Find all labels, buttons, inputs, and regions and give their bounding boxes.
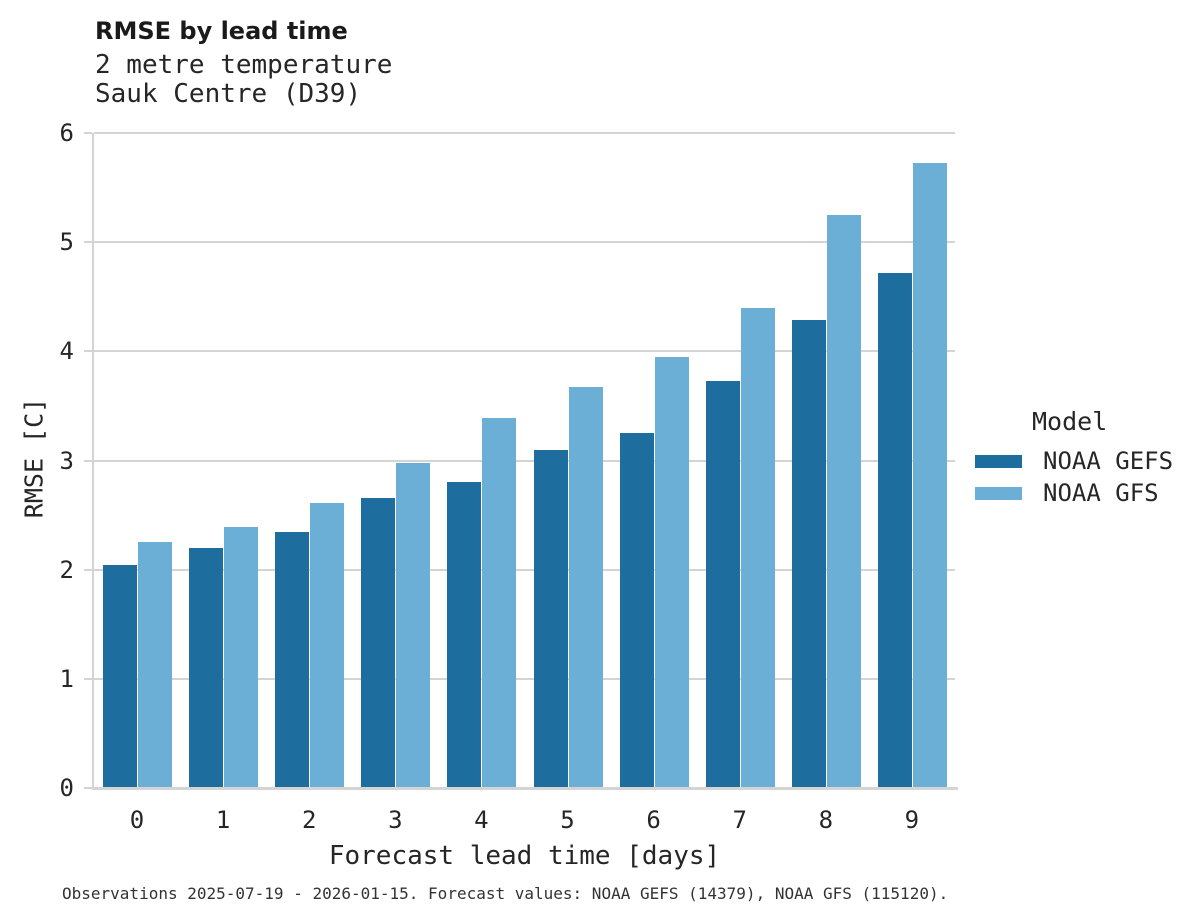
y-tick-label-0: 0 xyxy=(59,774,74,802)
y-axis-spine xyxy=(92,133,94,790)
bar-noaa-gefs-lead-5 xyxy=(533,449,568,788)
legend-label-noaa-gfs: NOAA GFS xyxy=(1043,479,1159,507)
y-tick-label-3: 3 xyxy=(59,446,74,475)
bar-noaa-gefs-lead-8 xyxy=(791,319,826,788)
bar-noaa-gfs-lead-6 xyxy=(654,356,689,788)
x-tick-label-8: 8 xyxy=(818,806,834,834)
bar-noaa-gfs-lead-3 xyxy=(396,462,431,788)
gridline-y-1 xyxy=(94,677,955,680)
bar-noaa-gfs-lead-0 xyxy=(138,542,172,788)
bar-noaa-gfs-lead-7 xyxy=(740,307,775,788)
chart-title: RMSE by lead time xyxy=(95,17,348,45)
x-tick-label-3: 3 xyxy=(388,806,403,834)
x-tick-label-5: 5 xyxy=(560,806,575,834)
legend-swatch-noaa-gefs xyxy=(975,454,1022,468)
bar-noaa-gefs-lead-1 xyxy=(189,547,224,788)
bar-noaa-gefs-lead-3 xyxy=(361,497,396,788)
y-tick-0 xyxy=(84,787,92,789)
x-tick-label-4: 4 xyxy=(474,806,489,834)
bar-noaa-gfs-lead-9 xyxy=(912,162,947,788)
y-tick-2 xyxy=(84,568,92,571)
x-tick-label-9: 9 xyxy=(904,806,920,834)
y-tick-label-5: 5 xyxy=(59,228,74,257)
x-tick-label-6: 6 xyxy=(646,806,661,834)
x-tick-label-7: 7 xyxy=(732,806,747,834)
y-tick-label-4: 4 xyxy=(59,337,74,366)
y-tick-label-2: 2 xyxy=(59,555,74,584)
legend-title: Model xyxy=(1032,407,1108,436)
chart-subtitle-variable: 2 metre temperature xyxy=(95,50,393,80)
bar-noaa-gefs-lead-2 xyxy=(275,531,310,788)
gridline-y-6 xyxy=(94,132,955,134)
chart-subtitle-station: Sauk Centre (D39) xyxy=(95,79,362,109)
bar-noaa-gfs-lead-2 xyxy=(310,503,345,788)
gridline-y-5 xyxy=(94,241,955,244)
bar-noaa-gefs-lead-9 xyxy=(877,272,912,788)
legend-label-noaa-gefs: NOAA GEFS xyxy=(1043,447,1174,475)
gridline-y-4 xyxy=(94,350,955,353)
legend-swatch-noaa-gfs xyxy=(975,486,1022,500)
bar-noaa-gfs-lead-4 xyxy=(482,417,517,788)
y-tick-6 xyxy=(84,132,92,134)
bar-noaa-gfs-lead-5 xyxy=(568,387,603,788)
y-axis-label: RMSE [C] xyxy=(19,397,49,519)
y-tick-label-6: 6 xyxy=(59,119,74,147)
bar-noaa-gefs-lead-0 xyxy=(103,565,137,788)
bar-noaa-gfs-lead-8 xyxy=(826,214,861,788)
y-tick-3 xyxy=(84,459,92,462)
y-tick-label-1: 1 xyxy=(59,664,74,693)
bar-noaa-gfs-lead-1 xyxy=(224,527,259,788)
gridline-y-2 xyxy=(94,568,955,571)
y-tick-1 xyxy=(84,677,92,680)
y-tick-5 xyxy=(84,241,92,244)
y-tick-4 xyxy=(84,350,92,353)
legend: Model NOAA GEFS NOAA GFS xyxy=(975,407,1195,509)
bar-noaa-gefs-lead-6 xyxy=(619,433,654,788)
x-tick-label-2: 2 xyxy=(301,806,317,834)
gridline-y-3 xyxy=(94,459,955,462)
legend-item-noaa-gfs: NOAA GFS xyxy=(975,477,1195,509)
x-axis-spine xyxy=(92,787,958,790)
bar-noaa-gefs-lead-4 xyxy=(447,482,482,788)
footnote-caption: Observations 2025-07-19 - 2026-01-15. Fo… xyxy=(62,884,949,903)
x-tick-label-1: 1 xyxy=(215,806,231,834)
bar-noaa-gefs-lead-7 xyxy=(705,380,740,788)
legend-item-noaa-gefs: NOAA GEFS xyxy=(975,445,1195,477)
x-axis-label: Forecast lead time [days] xyxy=(328,841,721,871)
x-tick-label-0: 0 xyxy=(129,806,145,834)
plot-area: 0 1 2 3 4 5 6 0 1 2 3 4 5 6 7 8 9 xyxy=(60,119,958,834)
